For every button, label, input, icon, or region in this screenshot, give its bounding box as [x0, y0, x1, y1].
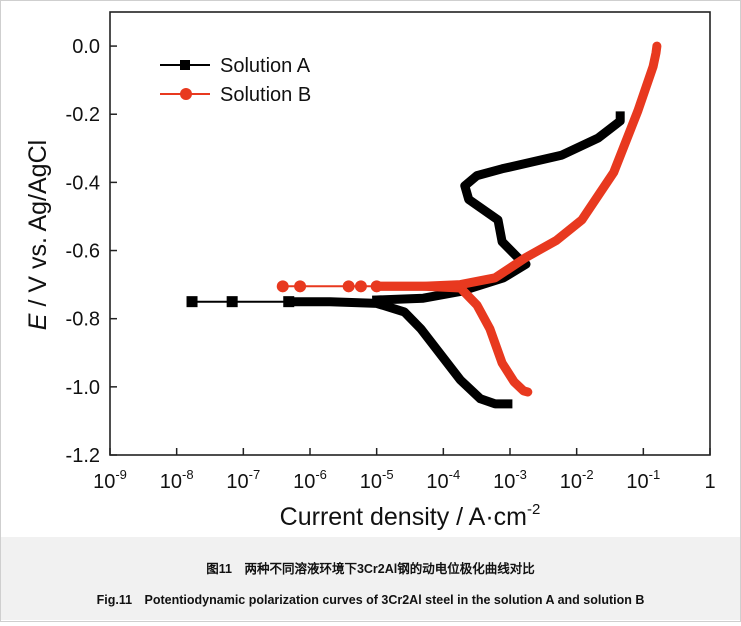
x-tick-exponent: -9 — [115, 467, 127, 482]
x-tick-exponent: -1 — [649, 467, 661, 482]
x-tick-base: 10 — [426, 471, 448, 493]
solution-a-data-point — [226, 296, 238, 308]
x-tick-label: 10-9 — [93, 467, 127, 493]
y-tick-label: -0.6 — [66, 241, 100, 263]
solution-b-data-point — [294, 280, 307, 293]
solution-b-data-point — [370, 280, 383, 293]
y-axis-title: E / V vs. Ag/AgCl — [24, 140, 52, 330]
legend-label-solution-a: Solution A — [220, 55, 311, 77]
x-tick-base: 10 — [93, 471, 115, 493]
x-tick-base: 10 — [226, 471, 248, 493]
x-tick-label: 10-1 — [626, 467, 660, 493]
x-axis-title-superscript: -2 — [527, 501, 540, 518]
y-axis-title-symbol: E — [24, 313, 52, 330]
x-tick-label: 10-7 — [226, 467, 260, 493]
y-tick-label: 0.0 — [72, 36, 100, 58]
x-tick-base: 10 — [293, 471, 315, 493]
legend-label-solution-b: Solution B — [220, 84, 311, 106]
figure-caption: 图11 两种不同溶液环境下3Cr2Al钢的动电位极化曲线对比 Fig.11 Po… — [1, 537, 740, 620]
legend-marker-solution-a — [180, 60, 190, 70]
y-tick-label: -0.4 — [66, 172, 100, 194]
x-tick-base: 10 — [626, 471, 648, 493]
legend: Solution A Solution B — [160, 55, 311, 106]
solution-a-cathodic-branch — [284, 297, 513, 409]
x-tick-base: 10 — [560, 471, 582, 493]
y-axis-title-text: / V vs. Ag/AgCl — [24, 140, 52, 314]
solution-b-data-point — [276, 280, 289, 293]
solution-a-cathodic-connector — [192, 300, 508, 405]
polarization-chart: 10-9 10-8 10-7 10-6 10-5 10-4 10-3 10-2 10-1 10.0… — [24, 11, 716, 531]
x-tick-base: 10 — [160, 471, 182, 493]
x-axis-title: Current density / A·cm-2 — [280, 501, 541, 531]
x-tick-label: 10-2 — [560, 467, 594, 493]
x-tick-exponent: -2 — [582, 467, 594, 482]
x-tick-exponent: -3 — [515, 467, 527, 482]
x-tick-base: 10 — [360, 471, 382, 493]
legend-marker-solution-b — [180, 88, 192, 100]
y-tick-label: -0.2 — [66, 104, 100, 126]
x-tick-label: 10-5 — [360, 467, 394, 493]
solution-a-data-point — [283, 296, 295, 308]
caption-chinese: 图11 两种不同溶液环境下3Cr2Al钢的动电位极化曲线对比 — [206, 562, 535, 576]
x-tick-label: 10-4 — [426, 467, 460, 493]
solution-b-data-point — [354, 280, 367, 293]
x-tick-label: 10-8 — [160, 467, 194, 493]
plot-area-border — [109, 11, 711, 456]
x-tick-label: 10-6 — [293, 467, 327, 493]
solution-b-data-point — [342, 280, 355, 293]
x-tick-base: 10 — [493, 471, 515, 493]
y-tick-label: -1.0 — [66, 377, 100, 399]
solution-b-anodic-branch — [372, 41, 662, 291]
x-tick-exponent: -5 — [382, 467, 394, 482]
x-tick-exponent: -6 — [315, 467, 327, 482]
x-tick-exponent: -8 — [182, 467, 194, 482]
y-tick-label: -0.8 — [66, 309, 100, 331]
solution-a-data-point — [186, 296, 198, 308]
y-tick-label: -1.2 — [66, 445, 100, 467]
x-tick-base: 1 — [704, 471, 715, 493]
x-tick-exponent: -7 — [249, 467, 261, 482]
x-tick-label: 10-3 — [493, 467, 527, 493]
x-axis-title-text: Current density / A·cm — [280, 503, 527, 531]
x-tick-exponent: -4 — [449, 467, 461, 482]
x-tick-label: 1 — [704, 471, 715, 493]
caption-english: Fig.11 Potentiodynamic polarization curv… — [96, 593, 645, 607]
